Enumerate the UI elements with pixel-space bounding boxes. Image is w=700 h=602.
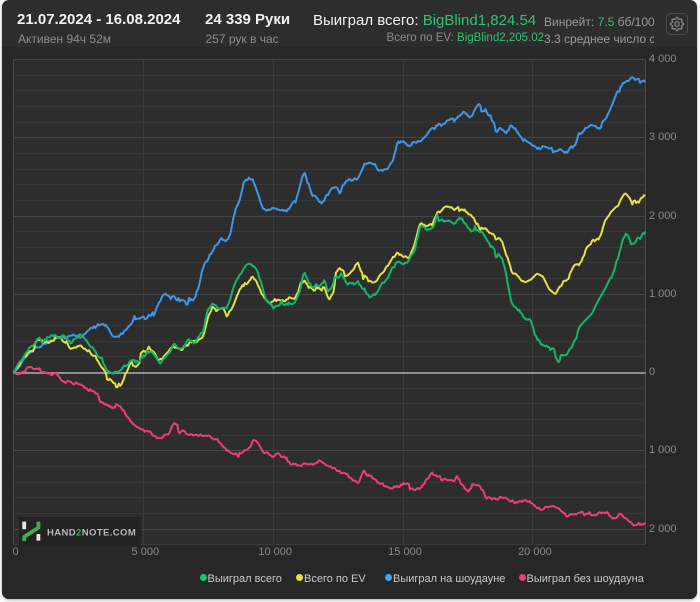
svg-text:HAND2NOTE.COM: HAND2NOTE.COM xyxy=(47,528,136,539)
